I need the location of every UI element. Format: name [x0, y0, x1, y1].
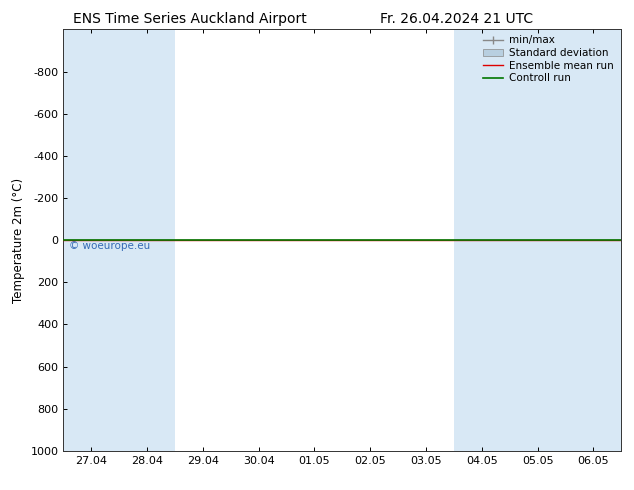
Bar: [510, 29, 566, 451]
Text: Fr. 26.04.2024 21 UTC: Fr. 26.04.2024 21 UTC: [380, 12, 533, 26]
Bar: [119, 29, 175, 451]
Bar: [566, 29, 621, 451]
Bar: [63, 29, 119, 451]
Bar: [454, 29, 510, 451]
Legend: min/max, Standard deviation, Ensemble mean run, Controll run: min/max, Standard deviation, Ensemble me…: [482, 35, 613, 83]
Text: ENS Time Series Auckland Airport: ENS Time Series Auckland Airport: [74, 12, 307, 26]
Y-axis label: Temperature 2m (°C): Temperature 2m (°C): [12, 177, 25, 303]
Text: © woeurope.eu: © woeurope.eu: [69, 242, 150, 251]
